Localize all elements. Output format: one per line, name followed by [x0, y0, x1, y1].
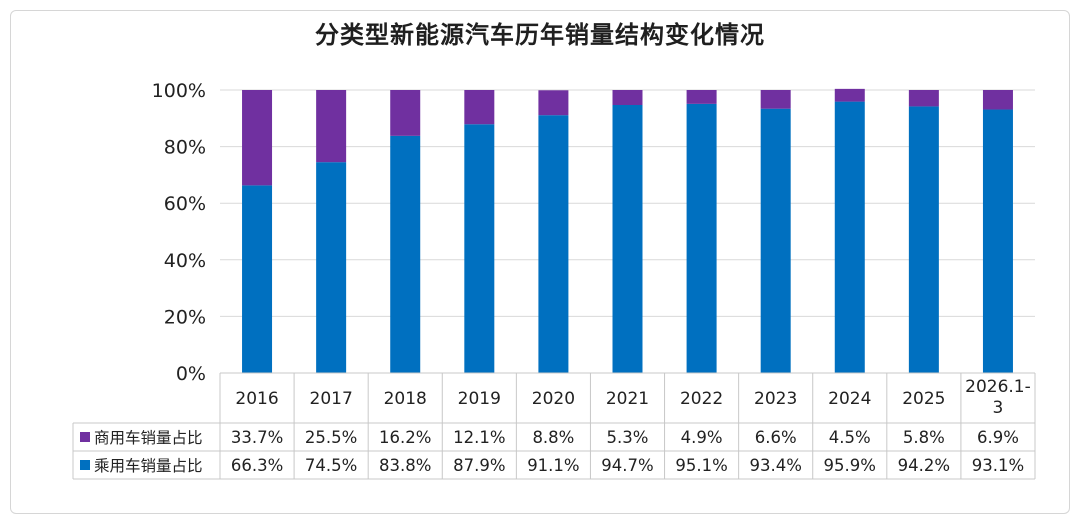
data-label: 95.9% — [824, 456, 876, 475]
data-label: 16.2% — [379, 428, 431, 447]
bar-commercial-2024 — [834, 88, 865, 102]
legend-label-commercial: 商用车销量占比 — [94, 429, 203, 447]
data-label: 12.1% — [453, 428, 505, 447]
category-label: 2018 — [384, 389, 427, 409]
bar-passenger-2024 — [834, 101, 865, 373]
data-label: 5.8% — [903, 428, 945, 447]
legend-label-passenger: 乘用车销量占比 — [94, 457, 203, 475]
bars — [242, 88, 1013, 374]
data-label: 87.9% — [453, 456, 505, 475]
data-label: 4.5% — [829, 428, 871, 447]
data-label: 91.1% — [527, 456, 579, 475]
data-label: 93.1% — [972, 456, 1024, 475]
category-label: 2021 — [606, 389, 649, 409]
bar-passenger-2017 — [316, 162, 347, 373]
data-label: 93.4% — [749, 456, 801, 475]
category-label: 2017 — [310, 389, 353, 409]
bar-commercial-2016 — [242, 90, 273, 186]
legend-swatch-commercial — [80, 432, 90, 442]
y-tick-label: 100% — [152, 80, 206, 102]
category-label: 2019 — [458, 389, 501, 409]
bar-commercial-2026.1-3 — [982, 90, 1013, 110]
category-label: 2024 — [828, 389, 871, 409]
bar-commercial-2023 — [760, 90, 791, 109]
data-label: 94.7% — [601, 456, 653, 475]
bar-passenger-2026.1-3 — [982, 109, 1013, 373]
bar-commercial-2017 — [316, 90, 347, 163]
bar-passenger-2016 — [242, 185, 273, 373]
category-label: 2022 — [680, 389, 723, 409]
data-label: 66.3% — [231, 456, 283, 475]
bar-commercial-2018 — [390, 90, 421, 136]
bar-commercial-2019 — [464, 90, 495, 125]
category-label: 2023 — [754, 389, 797, 409]
bar-passenger-2023 — [760, 108, 791, 373]
category-label: 3 — [993, 398, 1004, 418]
legend-swatch-passenger — [80, 460, 90, 470]
data-table: 2016 2017 2018 2019 2020 2021 2022 2023 2024 2025… — [72, 372, 1036, 480]
bar-passenger-2020 — [538, 115, 569, 373]
y-tick-label: 80% — [164, 137, 206, 159]
category-label: 2016 — [235, 389, 278, 409]
chart-title: 分类型新能源汽车历年销量结构变化情况 — [315, 21, 765, 49]
category-label: 2020 — [532, 389, 575, 409]
y-axis: 0% 20% 40% 60% 80% 100% — [152, 80, 206, 385]
data-label: 95.1% — [675, 456, 727, 475]
bar-passenger-2021 — [612, 104, 643, 374]
y-tick-label: 60% — [164, 193, 206, 215]
data-label: 4.9% — [681, 428, 723, 447]
data-label: 8.8% — [532, 428, 574, 447]
y-tick-label: 20% — [164, 306, 206, 328]
category-label: 2026.1- — [965, 377, 1031, 397]
bar-commercial-2020 — [538, 90, 569, 116]
y-tick-label: 40% — [164, 250, 206, 272]
data-label: 74.5% — [305, 456, 357, 475]
bar-passenger-2018 — [390, 135, 421, 373]
bar-commercial-2022 — [686, 90, 717, 104]
data-label: 6.6% — [755, 428, 797, 447]
data-label: 6.9% — [977, 428, 1019, 447]
bar-passenger-2019 — [464, 124, 495, 373]
bar-passenger-2025 — [908, 106, 939, 373]
y-tick-label: 0% — [176, 363, 206, 385]
bar-commercial-2021 — [612, 90, 643, 105]
bar-passenger-2022 — [686, 103, 717, 373]
data-label: 83.8% — [379, 456, 431, 475]
bar-commercial-2025 — [908, 90, 939, 107]
data-label: 5.3% — [607, 428, 649, 447]
data-label: 94.2% — [898, 456, 950, 475]
category-label: 2025 — [902, 389, 945, 409]
data-label: 25.5% — [305, 428, 357, 447]
data-label: 33.7% — [231, 428, 283, 447]
